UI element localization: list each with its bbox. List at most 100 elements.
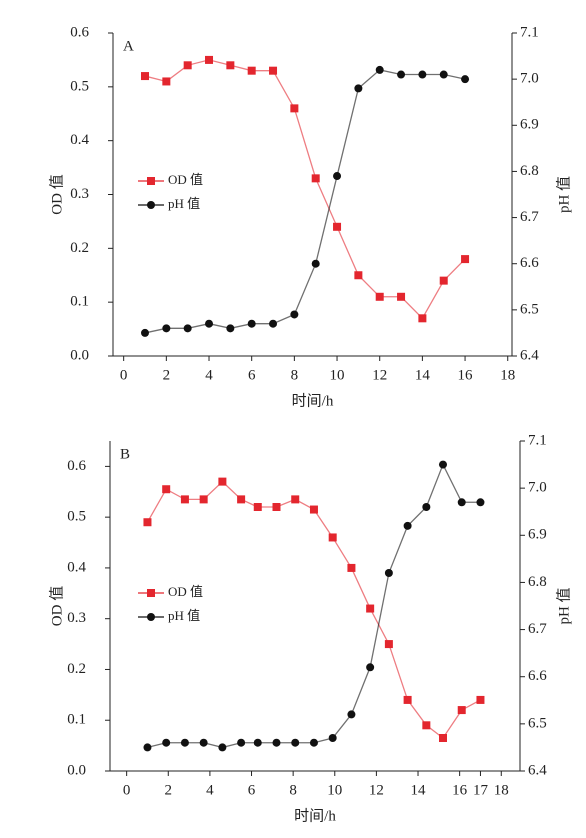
y2-axis-label: pH 值 xyxy=(555,176,572,213)
y2-tick-label: 6.7 xyxy=(528,621,547,637)
marker xyxy=(253,738,262,747)
y2-tick-label: 6.9 xyxy=(520,117,539,133)
y2-tick-label: 7.1 xyxy=(520,24,539,40)
marker xyxy=(418,314,427,323)
marker xyxy=(247,66,256,75)
marker xyxy=(375,292,384,301)
x-axis-label: 时间/h xyxy=(292,392,334,409)
marker xyxy=(183,324,192,333)
marker xyxy=(418,70,427,79)
marker xyxy=(375,65,384,74)
y-tick-label: 0.1 xyxy=(70,294,89,310)
marker xyxy=(439,70,448,79)
marker xyxy=(291,495,300,504)
marker xyxy=(143,518,152,527)
marker xyxy=(218,743,227,752)
y-tick-label: 0.3 xyxy=(67,610,86,626)
marker xyxy=(205,319,214,328)
marker xyxy=(199,738,208,747)
marker xyxy=(291,738,300,747)
x-tick-label: 2 xyxy=(163,367,171,383)
y2-tick-label: 6.6 xyxy=(520,255,539,271)
legend-marker xyxy=(147,177,155,185)
marker xyxy=(347,710,356,719)
marker xyxy=(347,563,356,572)
marker xyxy=(237,738,246,747)
marker xyxy=(366,663,375,672)
marker xyxy=(403,695,412,704)
x-tick-label: 14 xyxy=(415,367,431,383)
marker xyxy=(162,324,171,333)
x-tick-label: 10 xyxy=(330,367,345,383)
marker xyxy=(397,70,406,79)
marker xyxy=(328,734,337,742)
x-tick-label: 6 xyxy=(248,782,256,798)
marker xyxy=(309,505,318,514)
marker xyxy=(384,569,393,577)
y2-tick-label: 6.9 xyxy=(528,527,547,543)
marker xyxy=(311,174,320,183)
marker xyxy=(141,72,150,81)
x-tick-label: 8 xyxy=(289,782,297,798)
marker xyxy=(290,104,299,113)
legend-marker xyxy=(147,613,155,621)
y2-tick-label: 6.8 xyxy=(520,163,539,179)
x-tick-label: 18 xyxy=(500,367,515,383)
x-tick-label: 14 xyxy=(411,782,427,798)
marker xyxy=(438,460,447,469)
marker xyxy=(457,498,466,507)
marker xyxy=(403,521,412,530)
marker xyxy=(272,503,281,511)
marker xyxy=(205,55,214,64)
marker xyxy=(253,503,262,511)
marker xyxy=(354,84,363,93)
marker xyxy=(333,172,342,181)
x-tick-label: 2 xyxy=(165,782,173,798)
y-tick-label: 0.0 xyxy=(70,347,89,363)
marker xyxy=(162,77,171,86)
y-tick-label: 0.5 xyxy=(70,78,89,94)
y-axis-label: OD 值 xyxy=(48,174,65,214)
legend-label: OD 值 xyxy=(168,172,203,187)
y-tick-label: 0.6 xyxy=(67,458,86,474)
x-tick-label: 12 xyxy=(372,367,387,383)
y2-tick-label: 6.7 xyxy=(520,209,539,225)
marker xyxy=(272,738,281,747)
marker xyxy=(476,695,485,704)
y2-tick-label: 6.8 xyxy=(528,574,547,590)
y2-tick-label: 7.0 xyxy=(520,71,539,87)
marker xyxy=(366,604,375,613)
marker xyxy=(354,271,363,280)
marker xyxy=(397,292,406,301)
marker xyxy=(309,738,318,747)
marker xyxy=(162,485,171,494)
marker xyxy=(180,738,189,747)
annotation: A xyxy=(123,38,134,54)
annotation: B xyxy=(120,446,130,462)
x-axis-label: 时间/h xyxy=(294,807,336,824)
legend-marker xyxy=(147,589,155,597)
marker xyxy=(247,319,256,328)
x-tick-label: 0 xyxy=(123,782,131,798)
marker xyxy=(457,706,466,715)
x-tick-label: 10 xyxy=(327,782,342,798)
marker xyxy=(333,222,342,231)
y-tick-label: 0.6 xyxy=(70,24,89,40)
x-tick-label: 6 xyxy=(248,367,256,383)
marker xyxy=(461,75,470,84)
marker xyxy=(290,310,299,319)
x-tick-label: 18 xyxy=(494,782,509,798)
marker xyxy=(143,743,152,752)
y2-tick-label: 6.4 xyxy=(528,762,547,778)
y-tick-label: 0.1 xyxy=(67,712,86,728)
y2-tick-label: 6.4 xyxy=(520,347,539,363)
y2-tick-label: 6.5 xyxy=(528,715,547,731)
marker xyxy=(237,495,246,504)
y2-tick-label: 6.6 xyxy=(528,668,547,684)
marker xyxy=(422,503,431,511)
x-tick-label: 4 xyxy=(206,782,214,798)
x-tick-label: 16 xyxy=(458,367,474,383)
y2-tick-label: 7.1 xyxy=(528,432,547,448)
x-tick-label: 4 xyxy=(205,367,213,383)
